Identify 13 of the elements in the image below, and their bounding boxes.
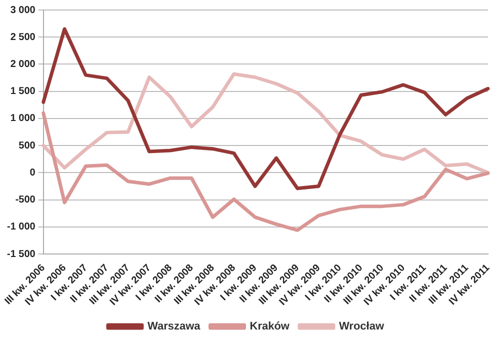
y-tick-label: -1 500 — [6, 248, 36, 260]
y-tick-label: -1 000 — [6, 222, 36, 233]
y-tick-label: 2 500 — [10, 32, 36, 43]
y-tick-label: 0 — [30, 167, 36, 178]
legend-label: Kraków — [250, 320, 290, 333]
legend-label: Wrocław — [338, 320, 384, 333]
y-tick-label: 2 000 — [10, 58, 36, 70]
y-tick-label: 3 000 — [10, 4, 36, 16]
y-tick-label: -500 — [15, 194, 36, 206]
legend-label: Warszawa — [147, 320, 202, 333]
y-tick-label: 1 000 — [10, 113, 36, 124]
y-tick-label: 500 — [18, 140, 36, 152]
y-tick-label: 1 500 — [10, 86, 36, 98]
